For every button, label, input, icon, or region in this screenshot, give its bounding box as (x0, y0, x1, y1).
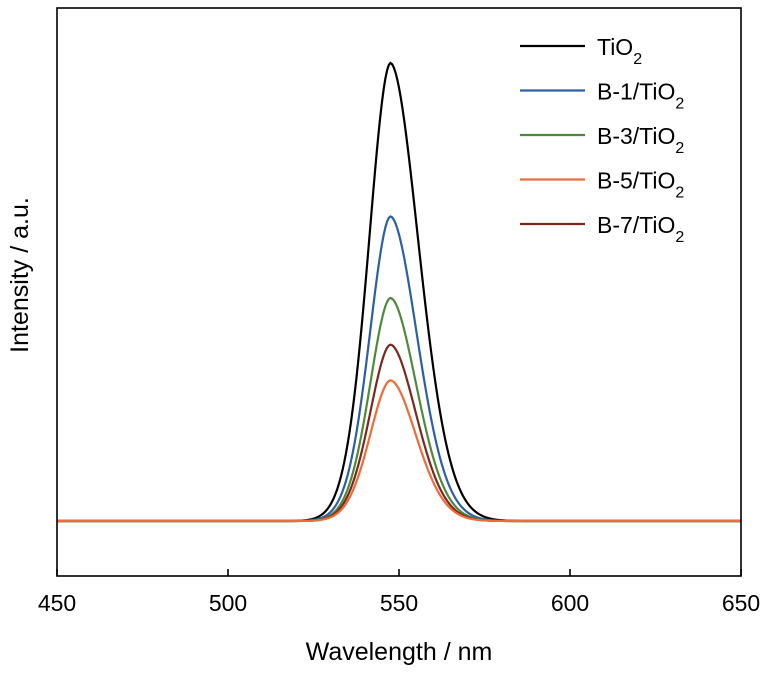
legend-label: B-3/TiO2 (597, 123, 684, 157)
y-axis-label: Intensity / a.u. (6, 197, 34, 353)
legend-label-text: B-7/TiO (597, 212, 675, 238)
series-line-3 (57, 379, 741, 523)
x-tick-label: 600 (551, 590, 589, 616)
x-tick-label: 650 (722, 590, 760, 616)
legend-label-text: TiO (597, 34, 633, 60)
x-tick-label: 450 (38, 590, 76, 616)
series-line-1 (57, 215, 741, 523)
legend-label: TiO2 (597, 34, 642, 68)
legend-label-text: B-1/TiO (597, 79, 675, 105)
series-line-2 (57, 296, 741, 523)
legend-label-subscript: 2 (675, 140, 684, 157)
legend-label-subscript: 2 (633, 51, 642, 68)
legend-label-text: B-3/TiO (597, 123, 675, 149)
x-tick-label: 550 (380, 590, 418, 616)
x-tick-label: 500 (209, 590, 247, 616)
legend-label-subscript: 2 (675, 229, 684, 246)
series-line-4 (57, 343, 741, 523)
x-axis-label: Wavelength / nm (306, 638, 493, 666)
x-axis-ticks: 450 500 550 600 650 (38, 569, 760, 616)
legend-label-text: B-5/TiO (597, 168, 675, 194)
legend-label: B-5/TiO2 (597, 168, 684, 202)
legend-label: B-7/TiO2 (597, 212, 684, 246)
legend-label: B-1/TiO2 (597, 79, 684, 113)
legend-label-subscript: 2 (675, 96, 684, 113)
series-curves (57, 61, 741, 523)
legend-label-subscript: 2 (675, 185, 684, 202)
